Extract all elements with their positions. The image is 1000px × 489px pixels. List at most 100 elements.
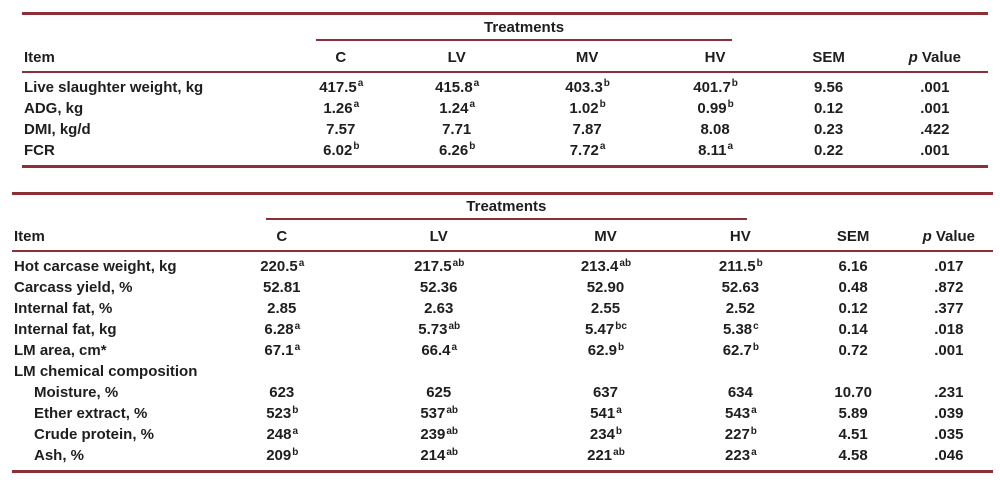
- cell-value: 221ab: [587, 446, 625, 464]
- cell-value: 9.56: [813, 78, 844, 96]
- cell-value: 217.5ab: [414, 257, 465, 275]
- cell-value: 0.22: [813, 141, 844, 159]
- significance-superscript: b: [731, 78, 738, 89]
- cell-value: 2.63: [424, 300, 454, 317]
- cell-value: 52.81: [262, 279, 301, 296]
- table-row: DMI, kg/d 7.57 7.71 7.87 8.08 0.23 .422: [22, 119, 988, 140]
- p-italic-label: p: [908, 48, 918, 66]
- cell-value: 213.4ab: [580, 257, 632, 275]
- treatments-group-row: Treatments: [22, 14, 988, 41]
- cell-value: .017: [934, 258, 964, 275]
- spacer-cell: [775, 14, 988, 41]
- table-row: Ether extract, % 523b 537ab 541a 543a 5.89 .03…: [12, 403, 993, 424]
- cell-value: 10.70: [834, 384, 872, 401]
- cell-value: .001: [934, 342, 964, 359]
- significance-superscript: c: [753, 320, 759, 332]
- column-header-sem: SEM: [801, 220, 905, 252]
- cell-value: 7.71: [442, 120, 472, 138]
- spacer-cell: [12, 193, 218, 220]
- significance-superscript: b: [292, 446, 299, 458]
- cell-value: .046: [934, 447, 964, 464]
- significance-superscript: ab: [446, 446, 459, 458]
- significance-superscript: ab: [446, 425, 459, 437]
- significance-superscript: a: [751, 446, 757, 458]
- significance-superscript: b: [756, 257, 763, 269]
- growth-performance-table: Treatments Item C LV MV HV SEM p Value Li…: [22, 12, 988, 168]
- cell-value: 62.9b: [587, 341, 625, 359]
- table-row: Internal fat, kg 6.28a 5.73ab 5.47bc 5.38c 0.…: [12, 319, 993, 340]
- cell-value: 417.5a: [319, 78, 364, 96]
- cell-value: 52.63: [721, 279, 760, 296]
- cell-value: 4.58: [838, 447, 868, 464]
- cell-value: .039: [934, 405, 964, 422]
- cell-value: .001: [920, 99, 950, 117]
- cell-value: 234b: [589, 425, 623, 443]
- table-row: Live slaughter weight, kg 417.5a 415.8a 403…: [22, 72, 988, 98]
- significance-superscript: bc: [615, 320, 627, 332]
- column-header-row: Item C LV MV HV SEM p Value: [12, 220, 993, 252]
- cell-value: 623: [269, 384, 295, 401]
- cell-value: 415.8a: [435, 78, 480, 96]
- p-value-label: Value: [921, 48, 962, 66]
- significance-superscript: b: [292, 404, 299, 416]
- table-row: Moisture, % 623 625 637 634 10.70 .231: [12, 382, 993, 403]
- cell-value: [532, 361, 679, 382]
- treatments-group-row: Treatments: [12, 193, 993, 220]
- column-header-mv: MV: [531, 220, 680, 252]
- cell-value: 1.02b: [569, 99, 606, 117]
- table-row: LM chemical composition: [12, 361, 993, 382]
- cell-value: 4.51: [838, 426, 868, 443]
- significance-superscript: b: [615, 425, 623, 437]
- significance-superscript: a: [451, 341, 458, 353]
- treatments-group-header: Treatments: [288, 14, 776, 41]
- cell-value: 0.72: [838, 342, 868, 359]
- significance-superscript: ab: [613, 446, 625, 458]
- cell-value: 248a: [266, 425, 299, 443]
- cell-value: 5.73ab: [418, 320, 461, 338]
- cell-value: 209b: [266, 446, 299, 464]
- significance-superscript: a: [473, 78, 480, 89]
- cell-value: .001: [920, 141, 950, 159]
- significance-superscript: a: [294, 320, 301, 332]
- column-header-c: C: [287, 40, 394, 73]
- column-header-pvalue: p Value: [881, 40, 988, 73]
- cell-value: 6.16: [838, 258, 868, 275]
- cell-value: 0.23: [813, 120, 844, 138]
- cell-value: 5.38c: [722, 320, 759, 338]
- significance-superscript: b: [353, 141, 360, 152]
- row-label: ADG, kg: [24, 99, 84, 117]
- column-header-c: C: [218, 220, 346, 252]
- significance-superscript: a: [353, 99, 360, 110]
- table-row: Ash, % 209b 214ab 221ab 223a 4.58 .046: [12, 445, 993, 472]
- cell-value: 223a: [725, 446, 757, 464]
- cell-value: 401.7b: [693, 78, 738, 96]
- column-header-row: Item C LV MV HV SEM p Value: [22, 40, 988, 73]
- row-label: LM chemical composition: [14, 363, 198, 380]
- cell-value: 634: [727, 384, 753, 401]
- row-label: Hot carcase weight, kg: [14, 258, 177, 275]
- significance-superscript: b: [750, 425, 757, 437]
- table-row: LM area, cm* 67.1a 66.4a 62.9b 62.7b 0.72 .001: [12, 340, 993, 361]
- column-header-hv: HV: [679, 220, 802, 252]
- cell-value: [218, 361, 346, 382]
- row-label: Carcass yield, %: [14, 279, 133, 296]
- cell-value: 6.02b: [323, 141, 360, 159]
- cell-value: 67.1a: [264, 341, 301, 359]
- row-label: Moisture, %: [34, 384, 119, 401]
- spacer-cell: [22, 14, 288, 41]
- table-row: ADG, kg 1.26a 1.24a 1.02b 0.99b 0.12 .001: [22, 98, 988, 119]
- growth-performance-body: Live slaughter weight, kg 417.5a 415.8a 403…: [22, 72, 988, 167]
- cell-value: 541a: [590, 404, 622, 422]
- cell-value: 227b: [724, 425, 757, 443]
- cell-value: 66.4a: [421, 341, 458, 359]
- cell-value: 220.5a: [260, 257, 305, 275]
- significance-superscript: a: [616, 404, 622, 416]
- significance-superscript: ab: [448, 320, 461, 332]
- row-label: Live slaughter weight, kg: [24, 78, 204, 96]
- cell-value: 1.26a: [323, 99, 360, 117]
- cell-value: .001: [920, 78, 950, 96]
- cell-value: 543a: [725, 404, 757, 422]
- column-header-sem: SEM: [775, 40, 882, 73]
- table-row: Internal fat, % 2.85 2.63 2.55 2.52 0.12 .377: [12, 298, 993, 319]
- row-label: FCR: [24, 141, 55, 159]
